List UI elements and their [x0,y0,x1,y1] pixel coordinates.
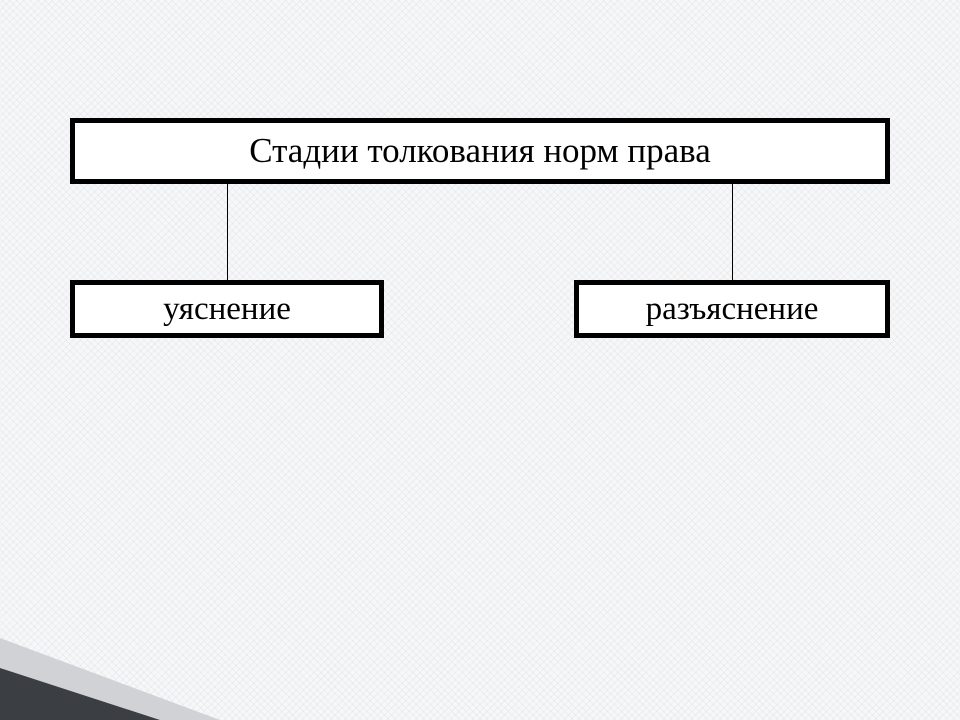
connector-left [227,184,228,280]
root-label: Стадии толкования норм права [249,131,711,171]
root-box: Стадии толкования норм права [70,118,890,184]
connector-right [732,184,733,280]
child-label-left: уяснение [163,291,291,328]
child-box-right: разъяснение [574,280,890,338]
child-label-right: разъяснение [646,291,819,328]
child-box-left: уяснение [70,280,384,338]
corner-accent-icon [0,610,220,720]
slide-canvas: Стадии толкования норм права уяснение ра… [0,0,960,720]
